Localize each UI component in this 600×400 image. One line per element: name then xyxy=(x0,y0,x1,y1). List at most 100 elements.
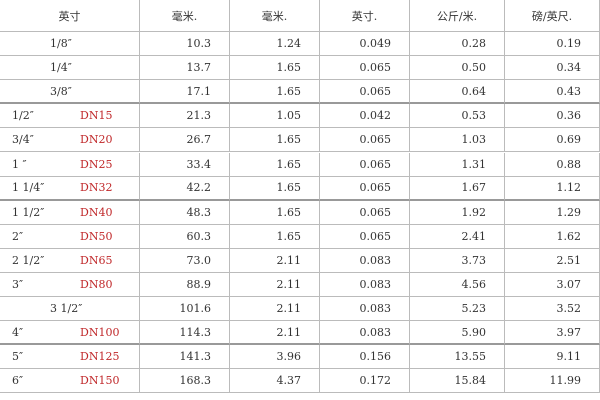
cell-text: 2.51 xyxy=(556,253,582,267)
cell-text: 0.50 xyxy=(461,61,487,75)
cell-text: 0.64 xyxy=(461,84,487,98)
cell-text: 1.65 xyxy=(276,61,302,75)
value-cell: 0.28 xyxy=(410,32,505,57)
cell-text: 13.7 xyxy=(186,61,212,75)
value-cell: 1.12 xyxy=(505,176,600,201)
inch-cell: 1/4″ xyxy=(0,56,140,81)
inch-cell: 2 1/2″ DN65 xyxy=(0,248,140,273)
cell-text: 2.41 xyxy=(461,229,487,243)
inch-cell: 1/8″ xyxy=(0,32,140,57)
value-cell: 2.11 xyxy=(230,321,320,346)
header-cell: 磅/英尺. xyxy=(505,0,600,32)
value-cell: 1.65 xyxy=(230,224,320,249)
value-cell: 168.3 xyxy=(140,369,230,394)
cell-text: 2.11 xyxy=(276,302,302,316)
value-cell: 1.65 xyxy=(230,128,320,153)
value-cell: 1.65 xyxy=(230,56,320,81)
value-cell: 0.50 xyxy=(410,56,505,81)
value-cell: 1.24 xyxy=(230,32,320,57)
cell-text: 0.083 xyxy=(359,302,392,316)
cell-text: 1.65 xyxy=(276,157,302,171)
inch-text: 6″ xyxy=(12,374,24,388)
dn-text: DN50 xyxy=(80,229,113,243)
cell-text: 48.3 xyxy=(186,205,212,219)
value-cell: 15.84 xyxy=(410,369,505,394)
cell-text: 4.56 xyxy=(461,278,487,292)
header-text: 毫米. xyxy=(261,9,288,23)
value-cell: 1.05 xyxy=(230,104,320,129)
value-cell: 17.1 xyxy=(140,80,230,105)
value-cell: 5.90 xyxy=(410,321,505,346)
cell-text: 9.11 xyxy=(556,350,582,364)
cell-text: 3.52 xyxy=(556,302,582,316)
value-cell: 0.53 xyxy=(410,104,505,129)
dn-text: DN20 xyxy=(80,133,113,147)
value-cell: 13.7 xyxy=(140,56,230,81)
cell-text: 15.84 xyxy=(454,374,487,388)
value-cell: 0.19 xyxy=(505,32,600,57)
value-cell: 3.96 xyxy=(230,345,320,370)
value-cell: 0.156 xyxy=(320,345,410,370)
value-cell: 2.11 xyxy=(230,273,320,298)
dn-text: DN150 xyxy=(80,374,120,388)
value-cell: 26.7 xyxy=(140,128,230,153)
inch-text: 4″ xyxy=(12,325,24,339)
value-cell: 2.11 xyxy=(230,297,320,322)
inch-cell: 3/4″ DN20 xyxy=(0,128,140,153)
value-cell: 141.3 xyxy=(140,345,230,370)
cell-text: 2.11 xyxy=(276,278,302,292)
cell-text: 1.03 xyxy=(461,133,487,147)
cell-text: 5.23 xyxy=(461,302,487,316)
inch-text: 3″ xyxy=(12,278,24,292)
value-cell: 1.65 xyxy=(230,80,320,105)
value-cell: 0.065 xyxy=(320,200,410,225)
value-cell: 0.065 xyxy=(320,128,410,153)
inch-cell: 3 1/2″ xyxy=(0,297,140,322)
inch-cell: 3/8″ xyxy=(0,80,140,105)
cell-text: 0.065 xyxy=(359,229,392,243)
cell-text: 0.36 xyxy=(556,109,582,123)
inch-cell: 3″ DN80 xyxy=(0,273,140,298)
dn-text: DN80 xyxy=(80,278,113,292)
value-cell: 0.69 xyxy=(505,128,600,153)
cell-text: 4.37 xyxy=(276,374,302,388)
dn-text: DN25 xyxy=(80,157,113,171)
cell-text: 10.3 xyxy=(186,37,212,51)
inch-cell: 5″ DN125 xyxy=(0,345,140,370)
value-cell: 3.97 xyxy=(505,321,600,346)
value-cell: 9.11 xyxy=(505,345,600,370)
value-cell: 10.3 xyxy=(140,32,230,57)
value-cell: 0.64 xyxy=(410,80,505,105)
value-cell: 5.23 xyxy=(410,297,505,322)
cell-text: 1.31 xyxy=(461,157,487,171)
cell-text: 1.65 xyxy=(276,229,302,243)
value-cell: 0.88 xyxy=(505,152,600,177)
inch-text: 1 1/2″ xyxy=(12,205,45,219)
header-cell: 毫米. xyxy=(230,0,320,32)
cell-text: 1.92 xyxy=(461,205,487,219)
cell-text: 0.69 xyxy=(556,133,582,147)
cell-text: 26.7 xyxy=(186,133,212,147)
cell-text: 33.4 xyxy=(186,157,212,171)
cell-text: 1.65 xyxy=(276,205,302,219)
value-cell: 4.56 xyxy=(410,273,505,298)
inch-text: 5″ xyxy=(12,350,24,364)
value-cell: 0.36 xyxy=(505,104,600,129)
value-cell: 0.065 xyxy=(320,152,410,177)
inch-text: 3/4″ xyxy=(12,133,34,147)
cell-text: 0.065 xyxy=(359,205,392,219)
cell-text: 1.05 xyxy=(276,109,302,123)
value-cell: 88.9 xyxy=(140,273,230,298)
value-cell: 0.083 xyxy=(320,248,410,273)
cell-text: 21.3 xyxy=(186,109,212,123)
cell-text: 0.083 xyxy=(359,253,392,267)
cell-text: 3.73 xyxy=(461,253,487,267)
inch-text: 3/8″ xyxy=(50,84,72,98)
cell-text: 3.96 xyxy=(276,350,302,364)
value-cell: 1.03 xyxy=(410,128,505,153)
cell-text: 141.3 xyxy=(179,350,212,364)
value-cell: 1.31 xyxy=(410,152,505,177)
header-cell: 毫米. xyxy=(140,0,230,32)
value-cell: 33.4 xyxy=(140,152,230,177)
cell-text: 13.55 xyxy=(454,350,487,364)
